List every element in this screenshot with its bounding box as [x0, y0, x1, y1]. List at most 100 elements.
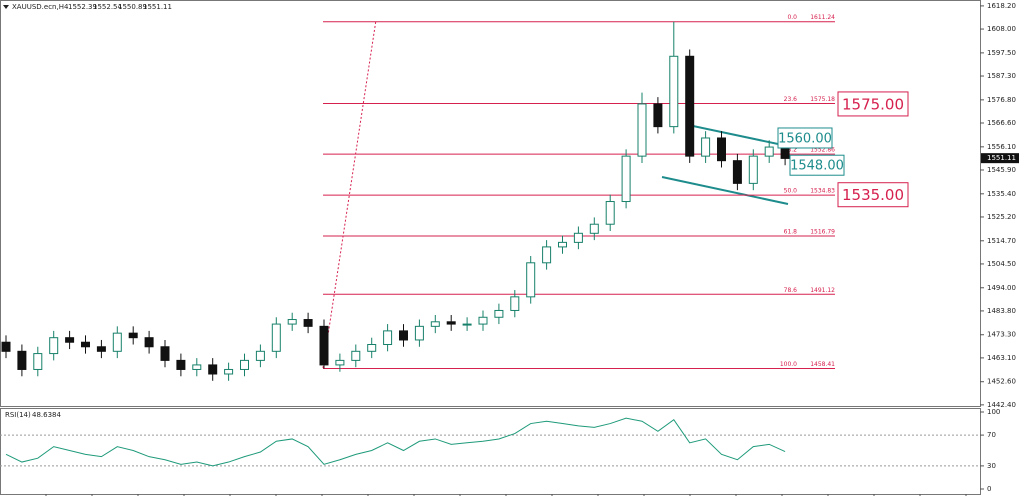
candle-body — [255, 350, 265, 361]
candle-body — [748, 155, 758, 184]
candle-body — [176, 359, 186, 370]
y-tick-label: 70 — [987, 431, 996, 439]
candle-body — [669, 55, 679, 128]
y-tick-label: 1618.20 — [987, 2, 1016, 10]
y-tick-label: 1442.40 — [987, 401, 1016, 409]
y-tick-label: 1473.30 — [987, 331, 1016, 339]
candle-body — [160, 346, 170, 361]
fib-price: 1552.86 — [810, 147, 835, 154]
candle-body — [542, 246, 552, 264]
fib-price: 1491.12 — [810, 287, 835, 294]
symbol: XAUUSD.ecn,H4 — [12, 3, 69, 11]
fib-ratio: 78.6 — [784, 287, 798, 294]
candle-body — [589, 223, 599, 234]
y-tick-label: 1597.50 — [987, 49, 1016, 57]
candle-body — [81, 341, 90, 348]
fib-price: 1611.24 — [810, 14, 835, 21]
price-box-label: 1560.00 — [778, 131, 832, 146]
last-price: 1551.11 — [987, 154, 1016, 162]
candle-body — [208, 364, 218, 375]
y-tick-label: 30 — [987, 462, 996, 470]
header-price: 1552.54 — [93, 3, 122, 11]
candle-body — [224, 368, 234, 375]
rsi-value: 48.6384 — [32, 411, 61, 419]
candle-body — [65, 337, 75, 343]
candle-body — [303, 319, 313, 327]
candle-body — [780, 146, 790, 159]
menu-arrow[interactable] — [3, 5, 9, 9]
candle-body — [446, 321, 456, 325]
fib-ratio: 23.6 — [784, 96, 798, 103]
rsi-panel — [0, 408, 981, 495]
y-tick-label: 1504.50 — [987, 260, 1016, 268]
fib-price: 1575.18 — [810, 96, 835, 103]
candle-body — [637, 103, 647, 157]
price-box-label: 1535.00 — [842, 186, 904, 204]
main-panel — [0, 0, 981, 407]
y-tick-label: 1608.00 — [987, 25, 1016, 33]
y-tick-label: 1494.00 — [987, 284, 1016, 292]
candle-body — [351, 350, 361, 361]
candle-body — [96, 346, 106, 352]
fib-price: 1516.79 — [810, 229, 835, 236]
candle-body — [494, 309, 504, 318]
candle-body — [462, 323, 472, 326]
fib-price: 1534.83 — [810, 188, 835, 195]
candle-body — [287, 319, 297, 325]
candle-body — [526, 262, 536, 298]
candle-body — [17, 350, 27, 370]
y-tick-label: 1463.10 — [987, 354, 1016, 362]
candle-body — [653, 103, 663, 128]
candle-body — [430, 321, 440, 327]
candle-body — [240, 359, 249, 370]
fib-base-line — [322, 19, 377, 369]
price-box — [789, 154, 845, 176]
header-price: 1550.89 — [118, 3, 147, 11]
candle-body — [732, 160, 742, 184]
y-tick-label: 0 — [987, 485, 991, 493]
candle-body — [701, 137, 711, 157]
candle-body — [367, 343, 377, 352]
price-box-label: 1575.00 — [842, 95, 904, 113]
fib-ratio: 50.0 — [784, 188, 798, 195]
fib-ratio: 38.2 — [784, 147, 798, 154]
candle-body — [717, 137, 726, 162]
rsi-name: RSI(14) — [5, 411, 31, 419]
channel-lower — [661, 176, 789, 205]
candle-body — [144, 337, 154, 348]
candle-body — [399, 330, 408, 341]
candle-body — [335, 359, 345, 366]
price-box — [837, 91, 909, 117]
candle-body — [271, 323, 281, 352]
last-price-bg — [981, 153, 1019, 164]
candle-body — [128, 332, 138, 339]
y-tick-label: 1545.90 — [987, 166, 1016, 174]
fib-ratio: 100.0 — [780, 361, 797, 368]
fib-ratio: 61.8 — [784, 229, 798, 236]
rsi-line — [5, 417, 786, 467]
header-price: 1552.39 — [68, 3, 97, 11]
y-tick-label: 1483.80 — [987, 307, 1016, 315]
candle-body — [478, 316, 488, 325]
candle-body — [1, 341, 11, 352]
y-tick-label: 100 — [987, 408, 1000, 416]
candle-body — [49, 337, 59, 355]
candle-body — [764, 146, 774, 157]
candle-body — [383, 330, 393, 345]
candle-body — [573, 232, 583, 243]
fib-price: 1458.41 — [810, 361, 835, 368]
y-tick-label: 1587.30 — [987, 72, 1016, 80]
y-tick-label: 1525.20 — [987, 213, 1016, 221]
y-tick-label: 1556.10 — [987, 143, 1016, 151]
candle-body — [605, 201, 615, 225]
candle-body — [112, 332, 122, 352]
y-tick-label: 1514.70 — [987, 237, 1016, 245]
candle-body — [510, 296, 520, 311]
candle-body — [33, 353, 43, 370]
y-tick-label: 1566.60 — [987, 119, 1016, 127]
y-tick-label: 1535.40 — [987, 190, 1016, 198]
y-tick-label: 1576.80 — [987, 96, 1016, 104]
fib-ratio: 0.0 — [787, 14, 797, 21]
